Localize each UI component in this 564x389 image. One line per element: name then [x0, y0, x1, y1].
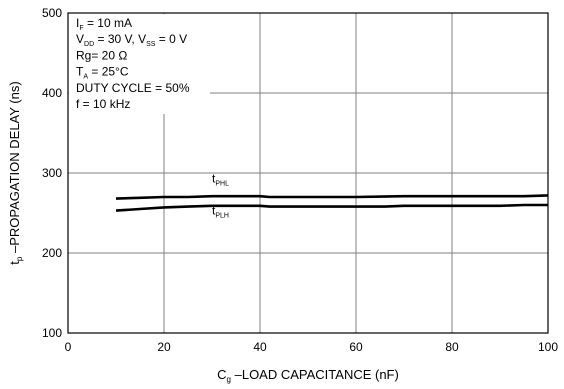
y-tick-label: 200: [42, 246, 62, 260]
series-label-phl: tPHL: [212, 172, 229, 188]
annotation-line: IF = 10 mA: [76, 16, 132, 32]
y-tick-label: 400: [42, 86, 62, 100]
series-labels: tPHL tPLH: [212, 172, 229, 220]
y-axis-label: tp –PROPAGATION DELAY (ns): [7, 81, 24, 264]
annotation-line: Rg= 20 Ω: [76, 48, 127, 62]
y-tick-label: 500: [42, 6, 62, 20]
x-tick-label: 60: [349, 340, 363, 354]
series-layer: [115, 194, 549, 212]
x-axis-ticks: 0 20 40 60 80 100: [65, 340, 559, 354]
annotation-line: TA = 25°C: [76, 65, 129, 81]
plot-frame: [67, 12, 549, 334]
series-line-phl: [115, 194, 549, 200]
annotation-line: DUTY CYCLE = 50%: [76, 81, 190, 95]
x-tick-label: 80: [445, 340, 459, 354]
annotation-line: f = 10 kHz: [76, 97, 130, 111]
series-label-plh: tPLH: [212, 204, 229, 220]
x-tick-label: 40: [253, 340, 267, 354]
x-tick-label: 0: [65, 340, 72, 354]
y-axis-ticks: 100 200 300 400 500: [42, 6, 62, 340]
x-tick-label: 20: [157, 340, 171, 354]
x-tick-label: 100: [538, 340, 558, 354]
x-axis-label: Cg –LOAD CAPACITANCE (nF): [217, 367, 399, 384]
annotation-line: VDD = 30 V, VSS = 0 V: [76, 32, 187, 48]
y-tick-label: 300: [42, 166, 62, 180]
y-tick-label: 100: [42, 326, 62, 340]
annotation-background: [69, 14, 210, 114]
series-line-plh: [115, 203, 548, 212]
